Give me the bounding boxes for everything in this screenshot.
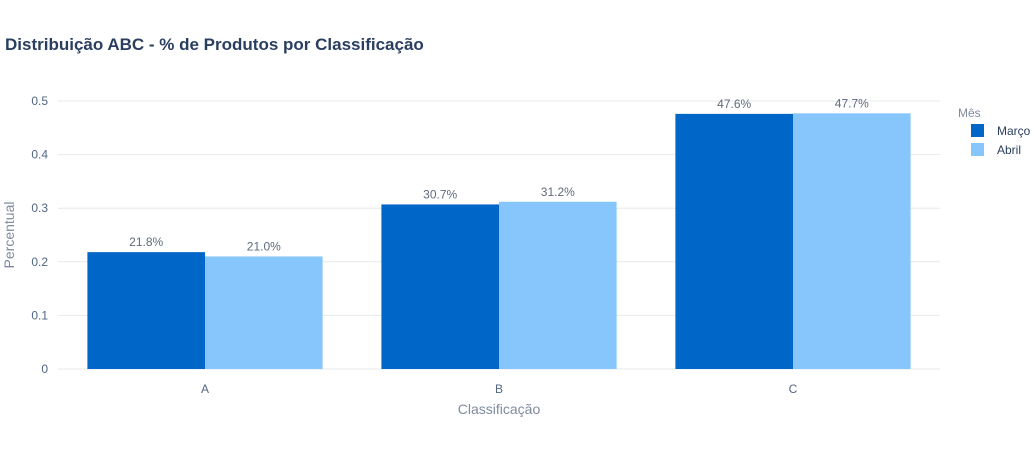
chart-title: Distribuição ABC - % de Produtos por Cla… — [5, 35, 424, 54]
y-tick-label: 0.3 — [31, 201, 48, 215]
y-tick-label: 0.4 — [31, 148, 48, 162]
bar-value-label: 47.7% — [835, 96, 869, 110]
bar-value-label: 47.6% — [717, 97, 751, 111]
bar-b-series-2[interactable] — [499, 201, 617, 369]
y-tick-label: 0.5 — [31, 94, 48, 108]
legend-item-label[interactable]: Março — [997, 124, 1031, 138]
bars — [87, 113, 911, 369]
bar-value-label: 31.2% — [541, 185, 575, 199]
x-tick-label: C — [789, 382, 798, 396]
bar-b-series-1[interactable] — [381, 204, 499, 369]
legend-swatch[interactable] — [971, 143, 984, 156]
y-axis-ticks: 0 0.1 0.2 0.3 0.4 0.5 — [31, 94, 48, 376]
x-tick-label: A — [201, 382, 209, 396]
bar-value-label: 30.7% — [423, 187, 457, 201]
x-axis-title: Classificação — [458, 401, 541, 417]
bar-value-label: 21.0% — [247, 239, 281, 253]
bar-value-label: 21.8% — [129, 235, 163, 249]
y-tick-label: 0 — [41, 362, 48, 376]
legend-item-label[interactable]: Abril — [997, 143, 1021, 157]
bar-labels: 21.8% 21.0% 30.7% 31.2% 47.6% 47.7% — [129, 96, 869, 253]
legend-swatch[interactable] — [971, 124, 984, 137]
y-axis-title: Percentual — [1, 202, 17, 269]
bar-a-series-1[interactable] — [87, 252, 205, 369]
y-tick-label: 0.2 — [31, 255, 48, 269]
y-tick-label: 0.1 — [31, 308, 48, 322]
bar-c-series-1[interactable] — [675, 113, 793, 369]
legend-title: Mês — [958, 106, 981, 120]
x-axis-ticks: A B C — [201, 382, 798, 396]
bar-c-series-2[interactable] — [793, 113, 911, 369]
legend[interactable]: Mês Março Abril — [958, 106, 1031, 157]
x-tick-label: B — [495, 382, 503, 396]
bar-a-series-2[interactable] — [205, 256, 323, 369]
